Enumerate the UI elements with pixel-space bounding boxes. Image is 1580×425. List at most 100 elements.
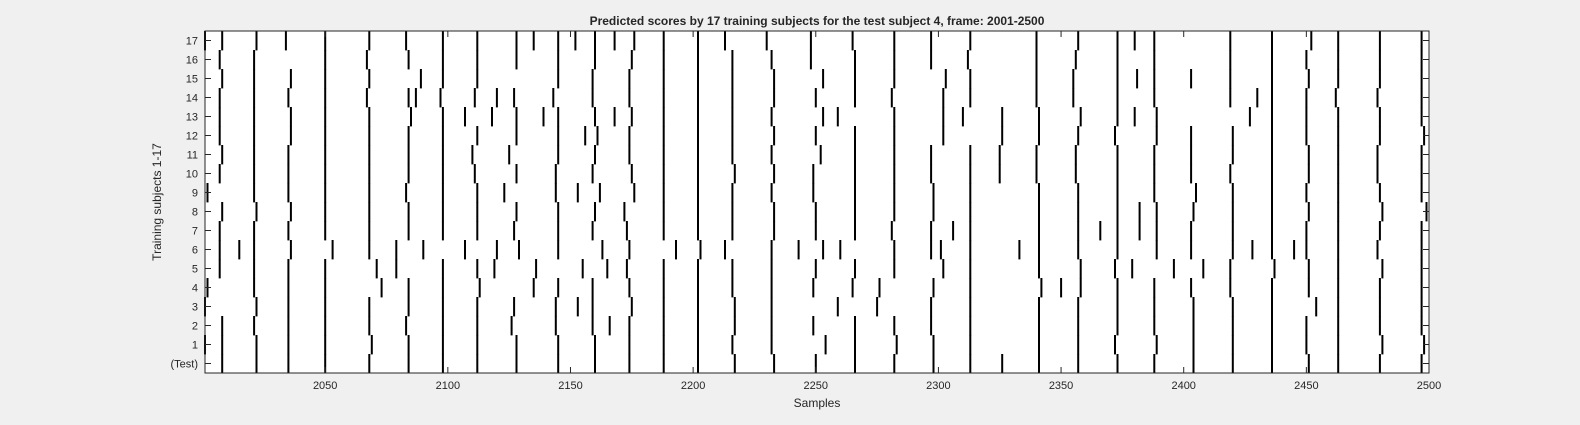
event-mark bbox=[930, 221, 933, 241]
event-mark bbox=[368, 31, 371, 51]
event-mark bbox=[822, 240, 825, 260]
event-mark bbox=[1040, 278, 1043, 298]
event-mark bbox=[557, 335, 560, 355]
event-mark bbox=[287, 164, 290, 184]
event-mark bbox=[515, 354, 518, 374]
event-mark bbox=[1038, 183, 1040, 203]
event-mark bbox=[594, 335, 596, 355]
event-mark bbox=[557, 202, 560, 222]
event-mark bbox=[218, 88, 221, 108]
event-mark bbox=[733, 316, 736, 336]
event-mark bbox=[1271, 278, 1273, 298]
event-mark bbox=[606, 259, 609, 279]
event-mark bbox=[473, 88, 476, 108]
event-mark bbox=[471, 145, 474, 165]
event-mark bbox=[944, 69, 947, 89]
event-mark bbox=[1307, 202, 1310, 222]
event-mark bbox=[476, 259, 479, 279]
event-mark bbox=[770, 278, 773, 298]
event-mark bbox=[1315, 297, 1318, 317]
event-mark bbox=[1116, 31, 1119, 51]
event-mark bbox=[1077, 183, 1080, 203]
event-mark bbox=[1079, 259, 1082, 279]
event-mark bbox=[1153, 278, 1156, 298]
x-tick-label: 2450 bbox=[1294, 380, 1318, 392]
event-mark bbox=[596, 126, 599, 146]
event-mark bbox=[1155, 126, 1158, 146]
event-mark bbox=[1305, 183, 1308, 203]
event-mark bbox=[1307, 278, 1310, 298]
event-mark bbox=[969, 316, 972, 336]
event-mark bbox=[476, 69, 479, 89]
event-mark bbox=[969, 88, 972, 108]
event-mark bbox=[554, 183, 557, 203]
event-mark bbox=[368, 183, 371, 203]
event-mark bbox=[1077, 297, 1080, 317]
event-mark bbox=[324, 259, 327, 279]
event-mark bbox=[773, 69, 776, 89]
event-mark bbox=[1038, 259, 1040, 279]
event-mark bbox=[851, 31, 854, 51]
event-mark bbox=[952, 221, 955, 241]
event-mark bbox=[1378, 278, 1381, 298]
event-mark bbox=[822, 107, 825, 127]
event-mark bbox=[513, 88, 516, 108]
event-mark bbox=[284, 31, 287, 51]
event-mark bbox=[770, 316, 773, 336]
event-mark bbox=[1307, 164, 1310, 184]
event-mark bbox=[932, 183, 935, 203]
event-mark bbox=[1133, 31, 1136, 51]
event-mark bbox=[1420, 240, 1423, 260]
event-mark bbox=[554, 164, 557, 184]
event-mark bbox=[942, 88, 945, 108]
event-mark bbox=[1420, 259, 1423, 279]
event-mark bbox=[410, 107, 412, 127]
event-mark bbox=[557, 278, 560, 298]
event-mark bbox=[895, 335, 898, 355]
y-tick-label: 8 bbox=[192, 207, 198, 219]
event-mark bbox=[662, 259, 665, 279]
event-mark bbox=[515, 107, 518, 127]
event-mark bbox=[1038, 107, 1040, 127]
event-mark bbox=[1305, 221, 1308, 241]
event-mark bbox=[591, 221, 594, 241]
event-mark bbox=[289, 202, 292, 222]
event-mark bbox=[1079, 107, 1082, 127]
event-mark bbox=[441, 69, 444, 89]
event-mark bbox=[930, 316, 933, 336]
event-mark bbox=[1190, 278, 1193, 298]
event-mark bbox=[324, 221, 327, 241]
event-mark bbox=[1271, 164, 1273, 184]
event-mark bbox=[324, 164, 327, 184]
event-mark bbox=[441, 107, 444, 127]
event-mark bbox=[407, 88, 410, 108]
event-mark bbox=[697, 354, 699, 374]
event-mark bbox=[441, 278, 444, 298]
event-mark bbox=[503, 183, 506, 203]
event-mark bbox=[1381, 335, 1384, 355]
event-mark bbox=[365, 50, 368, 70]
event-mark bbox=[1035, 164, 1038, 184]
event-mark bbox=[814, 221, 817, 241]
event-mark bbox=[255, 335, 258, 355]
event-mark bbox=[1116, 107, 1119, 127]
y-tick-label: 16 bbox=[186, 55, 198, 67]
event-mark bbox=[625, 221, 628, 241]
event-mark bbox=[630, 107, 633, 127]
event-mark bbox=[594, 31, 596, 51]
event-mark bbox=[893, 202, 896, 222]
event-mark bbox=[1271, 145, 1273, 165]
row-15 bbox=[221, 69, 1423, 89]
event-mark bbox=[697, 297, 699, 317]
event-mark bbox=[368, 164, 371, 184]
event-mark bbox=[557, 354, 560, 374]
event-mark bbox=[697, 164, 699, 184]
event-mark bbox=[1114, 335, 1116, 355]
event-mark bbox=[370, 335, 373, 355]
event-mark bbox=[253, 240, 256, 260]
event-mark bbox=[1153, 183, 1156, 203]
y-tick-label: 2 bbox=[192, 321, 198, 333]
event-mark bbox=[1153, 164, 1156, 184]
